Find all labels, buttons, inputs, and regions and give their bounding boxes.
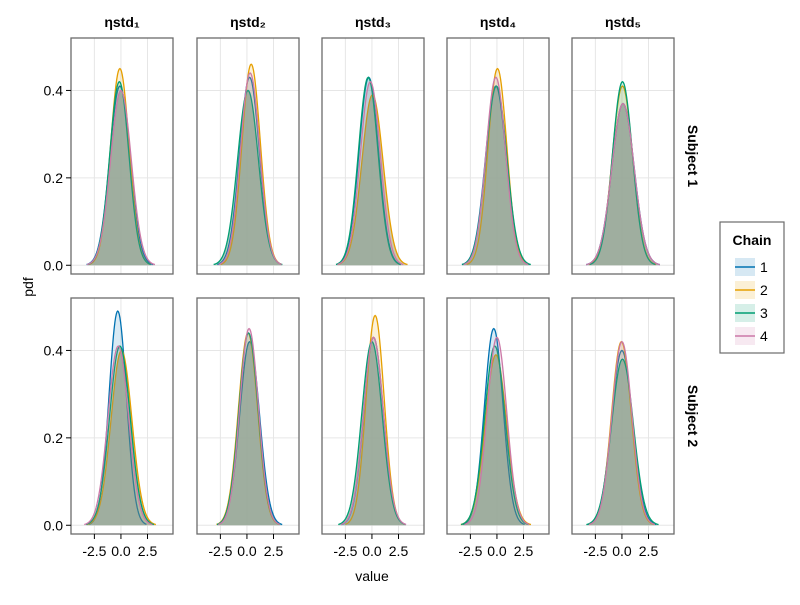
density-line-chain-2 (466, 67, 529, 266)
y-tick-label: 0.4 (44, 82, 64, 98)
y-tick-label: 0.4 (44, 342, 64, 358)
density-group (461, 67, 531, 266)
panel-frame (196, 297, 300, 535)
density-group (86, 67, 156, 266)
density-line-chain-4 (586, 102, 660, 266)
panel-frame (446, 297, 550, 535)
x-tick-label: 2.5 (389, 543, 409, 559)
row-label: Subject 2 (685, 385, 701, 447)
x-tick-label: 2.5 (639, 543, 659, 559)
panel: Subject 2 -2.5 0.0 2.5 (571, 297, 701, 559)
x-tick-label: -2.5 (583, 543, 607, 559)
density-line-chain-3 (460, 345, 529, 526)
y-tick-label: 0.2 (44, 170, 64, 186)
x-tick-label: 2.5 (514, 543, 534, 559)
panel-frame (196, 37, 300, 275)
density-group (213, 63, 283, 266)
x-tick-label: -2.5 (333, 543, 357, 559)
legend-entry: 3 (735, 304, 768, 322)
x-tick-label: 0.0 (612, 543, 632, 559)
panel-frame (446, 37, 550, 275)
legend-label: 1 (760, 259, 768, 275)
labels-layer: value pdf (20, 277, 389, 584)
panel-frame (70, 37, 174, 275)
density-group (586, 340, 659, 526)
density-line-chain-4 (464, 336, 530, 526)
density-line-chain-4 (463, 76, 529, 266)
legend-entry: 1 (735, 258, 768, 276)
panel: -2.5 0.0 2.5 (446, 297, 550, 559)
density-group (338, 314, 407, 526)
column-title: ηstd₅ (605, 14, 641, 30)
legend-entry: 2 (735, 281, 768, 299)
panel: 0.0 0.2 0.4 -2.5 0.0 2.5 (44, 297, 174, 559)
x-tick-label: 0.0 (237, 543, 257, 559)
panel-frame (70, 297, 174, 535)
legend-label: 4 (760, 328, 768, 344)
panel: ηstd₁ 0.0 0.2 0.4 (44, 14, 174, 275)
panel-frame (571, 37, 675, 275)
density-line-chain-4 (218, 327, 281, 526)
x-tick-label: 2.5 (138, 543, 158, 559)
density-line-chain-4 (218, 72, 282, 266)
x-axis-label: value (355, 568, 389, 584)
column-title: ηstd₃ (355, 14, 391, 30)
row-label: Subject 1 (685, 125, 701, 187)
density-line-chain-3 (335, 76, 401, 266)
legend: Chain 1 2 3 4 (719, 221, 785, 354)
density-line-chain-3 (589, 80, 656, 266)
density-line-chain-4 (86, 89, 156, 266)
column-title: ηstd₄ (480, 14, 516, 30)
density-line-chain-4 (337, 80, 404, 266)
panel-frame (321, 37, 425, 275)
column-title: ηstd₂ (230, 14, 266, 30)
density-group (216, 327, 283, 526)
panels-layer: ηstd₁ 0.0 0.2 0.4 ηstd₂ ηstd₃ ηstd₄ ηstd₅ Subjec… (44, 14, 701, 559)
density-group (84, 310, 156, 526)
y-tick-label: 0.2 (44, 430, 64, 446)
column-title: ηstd₁ (104, 14, 140, 30)
density-group (335, 76, 408, 266)
density-group (460, 327, 532, 526)
density-line-chain-3 (85, 345, 155, 526)
legend-entries: 1 2 3 4 (735, 258, 768, 345)
y-tick-label: 0.0 (44, 257, 64, 273)
density-line-chain-4 (84, 345, 153, 526)
legend-frame (719, 221, 785, 354)
density-line-chain-4 (588, 340, 656, 526)
panel: -2.5 0.0 2.5 (321, 297, 425, 559)
density-line-chain-4 (340, 336, 407, 526)
panel-frame (321, 297, 425, 535)
panel: -2.5 0.0 2.5 (196, 297, 300, 559)
legend-label: 3 (760, 305, 768, 321)
legend-label: 2 (760, 282, 768, 298)
x-tick-label: 2.5 (264, 543, 284, 559)
x-tick-label: 0.0 (111, 543, 131, 559)
x-tick-label: 0.0 (487, 543, 507, 559)
legend-title: Chain (733, 232, 772, 248)
x-tick-label: 0.0 (362, 543, 382, 559)
panel: ηstd₃ (321, 14, 425, 275)
panel: ηstd₅ Subject 1 (571, 14, 701, 275)
panel: ηstd₂ (196, 14, 300, 275)
density-group (586, 80, 660, 266)
panel: ηstd₄ (446, 14, 550, 275)
y-tick-label: 0.0 (44, 517, 64, 533)
legend-entry: 4 (735, 327, 768, 345)
x-tick-label: -2.5 (208, 543, 232, 559)
panel-frame (571, 297, 675, 535)
x-tick-label: -2.5 (458, 543, 482, 559)
x-tick-label: -2.5 (82, 543, 106, 559)
density-line-chain-3 (586, 358, 659, 526)
y-axis-label: pdf (20, 277, 36, 297)
